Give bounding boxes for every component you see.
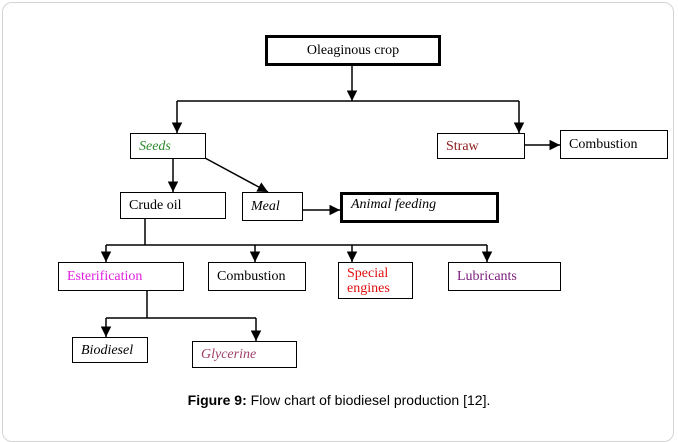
node: Combustion bbox=[560, 130, 668, 159]
node: Combustion bbox=[208, 262, 306, 291]
node: Special engines bbox=[338, 262, 413, 299]
node: Animal feeding bbox=[340, 192, 499, 223]
node: Glycerine bbox=[192, 341, 297, 368]
caption: Figure 9: Flow chart of biodiesel produc… bbox=[0, 392, 678, 408]
arrow bbox=[204, 157, 269, 193]
node: Esterification bbox=[58, 262, 184, 291]
node: Straw bbox=[437, 133, 525, 159]
caption-text: Flow chart of biodiesel production [12]. bbox=[246, 392, 491, 408]
node: Crude oil bbox=[120, 192, 226, 219]
node: Seeds bbox=[130, 133, 206, 159]
node: Meal bbox=[242, 192, 303, 221]
node: Oleaginous crop bbox=[265, 35, 441, 66]
caption-label: Figure 9: bbox=[187, 392, 247, 408]
connectors bbox=[100, 65, 560, 341]
node: Lubricants bbox=[448, 262, 561, 291]
node: Biodiesel bbox=[72, 337, 148, 363]
